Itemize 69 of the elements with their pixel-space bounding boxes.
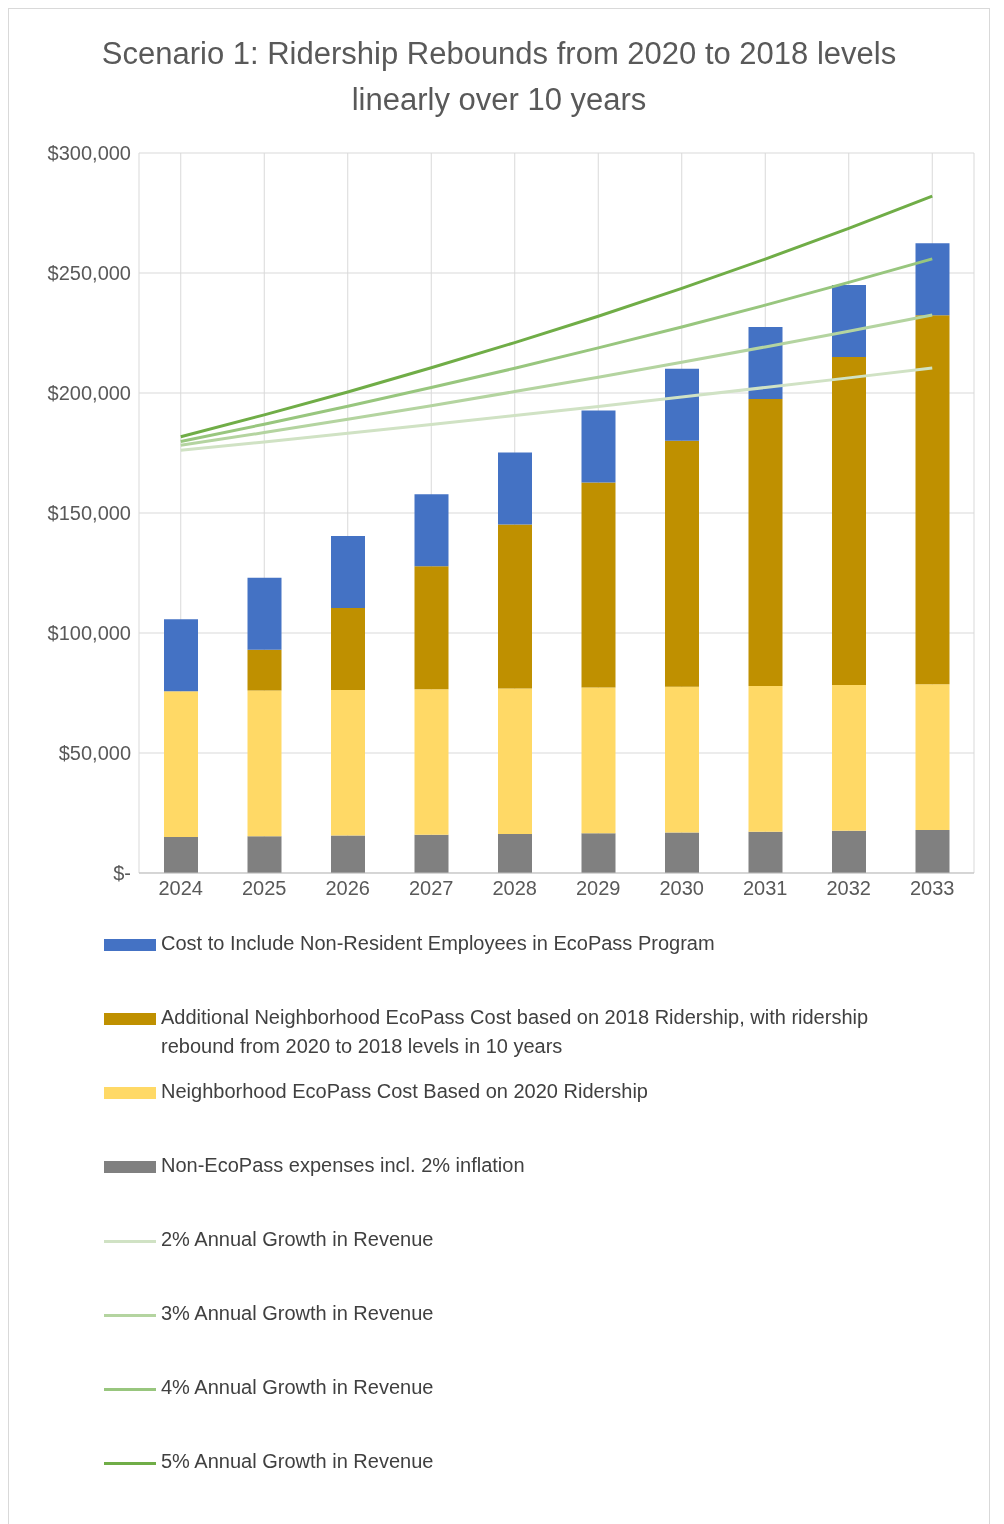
line-series [179,194,934,439]
bar [247,577,282,650]
y-tick-label: $- [113,862,131,885]
x-tick-label: 2025 [242,877,287,900]
bar [748,686,783,832]
bar [331,536,365,609]
bar [832,357,866,686]
y-tick-label: $100,000 [47,622,131,645]
y-tick-label: $150,000 [47,502,131,525]
bar [331,689,365,836]
bar [832,685,866,831]
line-series [179,366,934,452]
bar [164,619,198,692]
bar [164,691,198,837]
bar [748,327,783,399]
legend-label: 4% Annual Growth in Revenue [161,1375,434,1400]
bar [832,285,866,357]
bar [581,833,616,873]
bar [748,399,783,687]
bar [414,689,449,835]
bar [915,243,950,316]
bar [414,494,449,567]
bar [915,684,950,831]
legend-label: Additional Neighborhood EcoPass Cost based on 2018 Ridership, with ridership rebound from 2020 to 2018 levels in 10 years [161,1005,870,1059]
bar [915,315,950,685]
bar [915,830,950,873]
bar [665,832,699,873]
bar [498,688,532,835]
line-series [179,313,934,447]
y-tick-label: $50,000 [58,742,131,765]
bar [665,686,699,833]
y-tick-label: $200,000 [47,382,131,405]
bar [498,452,532,525]
bar [164,837,198,873]
legend-label: Cost to Include Non-Resident Employees in EcoPass Program [161,931,715,956]
bar [414,834,449,873]
bar [665,440,699,687]
bar [581,482,616,688]
legend-label: 3% Annual Growth in Revenue [161,1301,434,1326]
bar [665,368,699,441]
bar [331,835,365,873]
line-series [179,257,934,443]
x-tick-label: 2024 [158,877,203,900]
x-tick-label: 2028 [492,877,537,900]
bar [498,524,532,689]
bar [581,687,616,834]
x-tick-label: 2033 [910,877,955,900]
x-tick-label: 2031 [743,877,788,900]
bar [581,410,616,483]
bar [414,566,449,690]
x-tick-label: 2027 [409,877,454,900]
chart-title: Scenario 1: Ridership Rebounds from 2020 to 2018 levels linearly over 10 years [100,35,898,119]
y-tick-label: $300,000 [47,142,131,165]
bar [498,834,532,873]
bar [247,649,282,691]
legend-label: Non-EcoPass expenses incl. 2% inflation [161,1153,525,1178]
x-tick-label: 2032 [826,877,871,900]
legend-label: Neighborhood EcoPass Cost Based on 2020 Ridership [161,1079,648,1104]
bar [247,836,282,873]
bar [748,831,783,873]
x-tick-label: 2030 [659,877,704,900]
bar [832,830,866,873]
bar [331,608,365,690]
legend-label: 5% Annual Growth in Revenue [161,1449,434,1474]
y-tick-label: $250,000 [47,262,131,285]
x-tick-label: 2026 [325,877,370,900]
bar [247,690,282,837]
legend-label: 2% Annual Growth in Revenue [161,1227,434,1252]
x-tick-label: 2029 [576,877,621,900]
